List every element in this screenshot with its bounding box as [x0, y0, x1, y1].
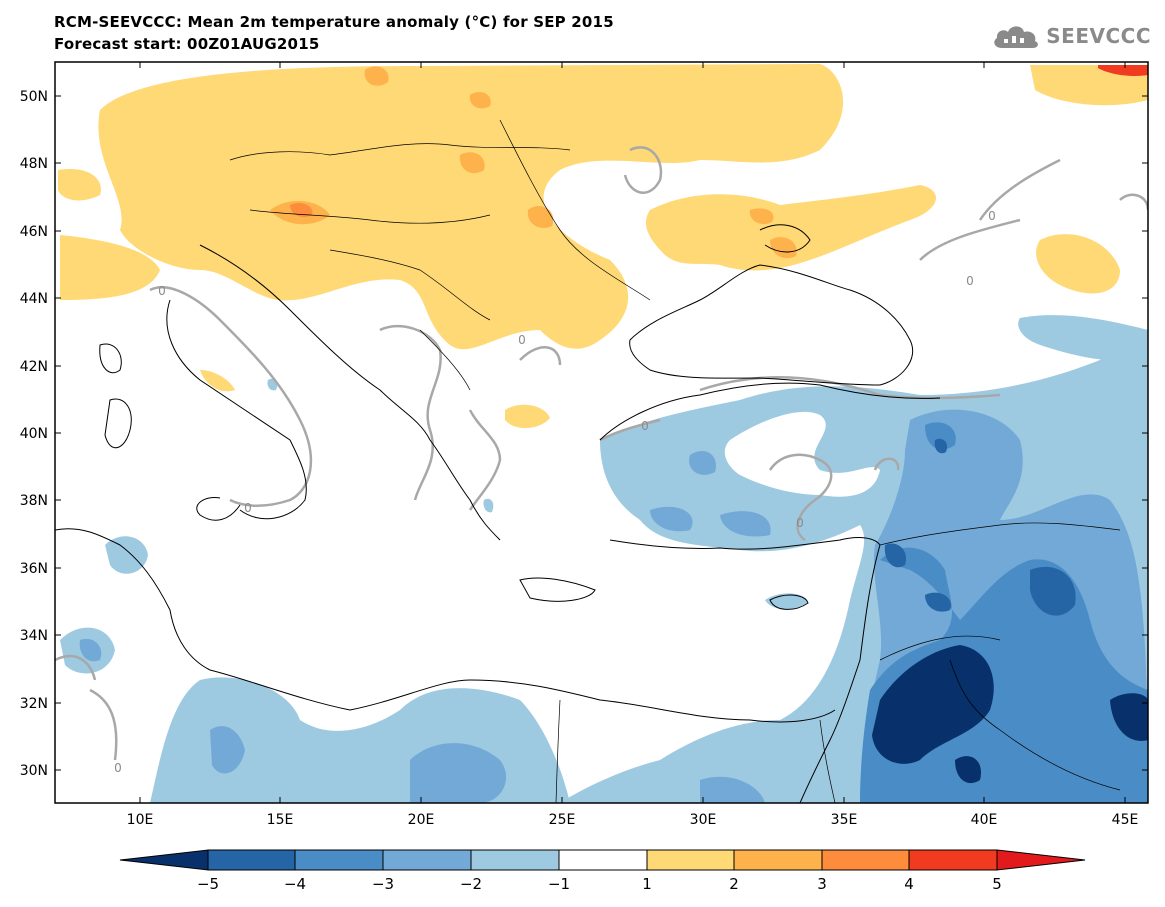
anomaly-field — [55, 64, 1148, 803]
colorbar-label: −4 — [284, 875, 306, 893]
colorbar-max-arrow — [996, 849, 1086, 871]
logo-text: SEEVCCC — [1046, 24, 1151, 48]
contour-label: 0 — [518, 333, 526, 347]
lat-label: 40N — [20, 426, 48, 442]
colorbar-bin — [470, 849, 560, 871]
colorbar-bin — [294, 849, 384, 871]
colorbar-bin — [207, 849, 296, 871]
lat-label: 30N — [20, 763, 48, 779]
colorbar-label: 1 — [642, 875, 652, 893]
colorbar-label: 4 — [904, 875, 914, 893]
colorbar-min-arrow — [119, 849, 209, 871]
forecast-start-subtitle: Forecast start: 00Z01AUG2015 — [54, 35, 320, 53]
warm-anomaly-regions — [58, 64, 1148, 429]
lat-label: 32N — [20, 696, 48, 712]
map-frame — [54, 61, 1149, 804]
lon-label: 20E — [408, 812, 435, 828]
colorbar — [119, 849, 1086, 871]
contour-label: 0 — [641, 419, 649, 433]
colorbar-bin — [733, 849, 823, 871]
colorbar-label: 5 — [992, 875, 1002, 893]
lat-label: 46N — [20, 224, 48, 240]
lat-label: 44N — [20, 291, 48, 307]
lon-label: 10E — [127, 812, 154, 828]
lon-label: 25E — [549, 812, 576, 828]
lat-label: 50N — [20, 89, 48, 105]
lon-label: 15E — [267, 812, 294, 828]
colorbar-label: −2 — [460, 875, 482, 893]
lat-label: 48N — [20, 156, 48, 172]
longitude-axis: 10E 15E 20E 25E 30E 35E 40E 45E — [127, 62, 1139, 828]
lat-label: 36N — [20, 561, 48, 577]
coastlines — [55, 224, 941, 803]
seevccc-logo: SEEVCCC — [990, 20, 1151, 52]
colorbar-bin — [821, 849, 910, 871]
colorbar-label: −3 — [372, 875, 394, 893]
contour-label: 0 — [114, 761, 122, 775]
lon-label: 30E — [690, 812, 717, 828]
latitude-axis: 50N 48N 46N 44N 42N 40N 38N 36N 34N 32N … — [20, 89, 1148, 779]
country-borders — [229, 119, 1121, 803]
colorbar-bin — [908, 849, 998, 871]
lon-label: 35E — [831, 812, 858, 828]
contour-labels: 0 0 0 0 0 0 0 0 — [114, 209, 996, 775]
colorbar-bin — [382, 849, 472, 871]
contour-label: 0 — [988, 209, 996, 223]
lat-label: 42N — [20, 359, 48, 375]
colorbar-bin — [558, 849, 648, 871]
contour-label: 0 — [966, 274, 974, 288]
contour-label: 0 — [158, 284, 166, 298]
cool-anomaly-regions — [60, 315, 1148, 803]
lat-label: 34N — [20, 628, 48, 644]
zero-contours — [55, 146, 1148, 761]
cloud-logo-icon — [994, 26, 1039, 48]
colorbar-labels: −5 −4 −3 −2 −1 1 2 3 4 5 — [197, 875, 1002, 893]
colorbar-label: 3 — [817, 875, 827, 893]
colorbar-bin — [646, 849, 735, 871]
lon-label: 40E — [971, 812, 998, 828]
colorbar-label: −1 — [548, 875, 570, 893]
map-title: RCM-SEEVCCC: Mean 2m temperature anomaly… — [54, 13, 614, 31]
contour-label: 0 — [796, 516, 804, 530]
contour-label: 0 — [244, 501, 252, 515]
lon-label: 45E — [1112, 812, 1139, 828]
colorbar-label: 2 — [729, 875, 739, 893]
lat-label: 38N — [20, 493, 48, 509]
colorbar-label: −5 — [197, 875, 219, 893]
